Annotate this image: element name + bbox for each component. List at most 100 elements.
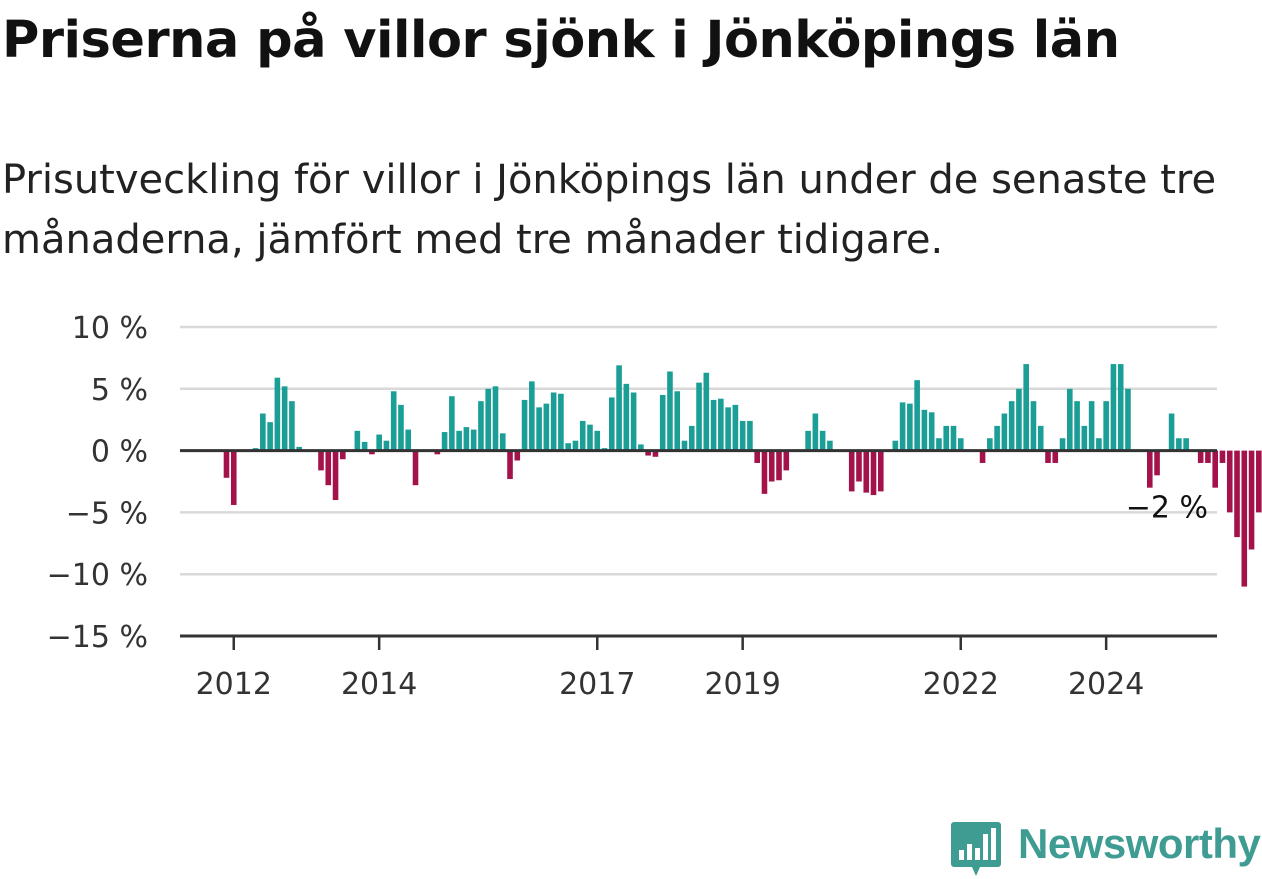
bar: [267, 422, 273, 451]
bar: [747, 420, 753, 451]
bar: [296, 446, 302, 451]
bar: [1008, 401, 1015, 451]
y-tick-label: −5 %: [66, 496, 148, 531]
y-tick-label: 0 %: [91, 435, 148, 470]
bar: [739, 420, 746, 451]
bar: [892, 440, 899, 451]
bar: [1176, 438, 1182, 451]
newsworthy-logo-icon: [951, 822, 1001, 876]
bar: [652, 450, 659, 457]
y-tick-label: −15 %: [47, 620, 148, 655]
bar: [754, 450, 760, 463]
bar: [856, 450, 862, 482]
bar: [361, 441, 368, 451]
bar: [579, 420, 586, 451]
bar: [950, 425, 957, 451]
bar: [332, 450, 339, 501]
bar: [478, 401, 484, 451]
bar: [827, 440, 833, 451]
bar: [572, 440, 579, 451]
bar: [1117, 364, 1124, 451]
bar: [1030, 401, 1037, 451]
bar: [1197, 450, 1204, 463]
bar: [877, 450, 884, 492]
x-tick-label: 2014: [341, 667, 417, 702]
bar: [260, 413, 266, 451]
axes: [180, 449, 1217, 650]
bar: [674, 391, 681, 451]
bar: [681, 440, 688, 451]
bar: [1125, 388, 1131, 451]
bar: [819, 430, 826, 451]
bar: [1205, 450, 1211, 463]
last-value-label: −2 %: [1126, 490, 1208, 525]
bar: [609, 397, 615, 451]
bar: [936, 438, 942, 451]
bar: [943, 425, 950, 451]
bar: [630, 392, 637, 451]
bar: [870, 450, 877, 496]
bar: [1219, 450, 1226, 463]
bar: [369, 450, 375, 455]
bar: [587, 424, 593, 451]
bar: [1001, 413, 1008, 451]
bar: [979, 450, 986, 463]
bar: [732, 404, 739, 451]
bar-series: [223, 364, 1262, 587]
bar: [1146, 450, 1153, 488]
bar: [274, 377, 281, 451]
bar: [1154, 450, 1160, 476]
bar: [1183, 438, 1189, 451]
bar: [463, 427, 470, 451]
bar: [994, 425, 1000, 451]
bar: [848, 450, 855, 492]
bar: [550, 392, 557, 451]
y-tick-label: −10 %: [47, 558, 148, 593]
bar: [1081, 425, 1088, 451]
bar: [376, 434, 382, 451]
bar: [412, 450, 419, 486]
bar: [928, 412, 935, 451]
bar: [710, 399, 717, 451]
y-tick-label: 10 %: [72, 311, 148, 346]
bar: [470, 429, 477, 451]
bar: [1059, 438, 1066, 451]
bar: [957, 438, 964, 451]
bar: [449, 396, 455, 451]
bar: [492, 386, 499, 451]
bar: [914, 380, 920, 451]
bar: [1045, 450, 1051, 463]
bar: [543, 403, 550, 451]
bar: [783, 450, 790, 471]
bar: [1103, 401, 1109, 451]
bar: [921, 409, 928, 451]
bar: [1067, 388, 1073, 451]
x-tick-label: 2017: [559, 667, 635, 702]
bar: [536, 407, 542, 451]
bar: [1256, 450, 1262, 513]
bar: [485, 388, 492, 451]
bar: [405, 429, 412, 451]
bar: [1016, 388, 1022, 451]
bar: [863, 450, 870, 493]
bar: [1074, 401, 1080, 451]
x-tick-label: 2012: [196, 667, 272, 702]
bar: [507, 450, 513, 480]
bar: [383, 440, 390, 451]
bar: [230, 450, 237, 505]
bar: [434, 450, 441, 455]
bar: [340, 450, 346, 460]
chart-subtitle: Prisutveckling för villor i Jönköpings l…: [2, 157, 1217, 263]
bar: [1226, 450, 1233, 513]
bar: [703, 372, 710, 451]
brand-name: Newsworthy: [1018, 820, 1261, 867]
bar: [529, 381, 535, 451]
bar: [1248, 450, 1255, 550]
y-tick-label: 5 %: [91, 373, 148, 408]
bar: [281, 386, 288, 451]
bar: [390, 391, 397, 451]
bar: [1110, 364, 1117, 451]
bar: [1052, 450, 1059, 463]
bar: [761, 450, 768, 494]
bar: [659, 394, 666, 451]
